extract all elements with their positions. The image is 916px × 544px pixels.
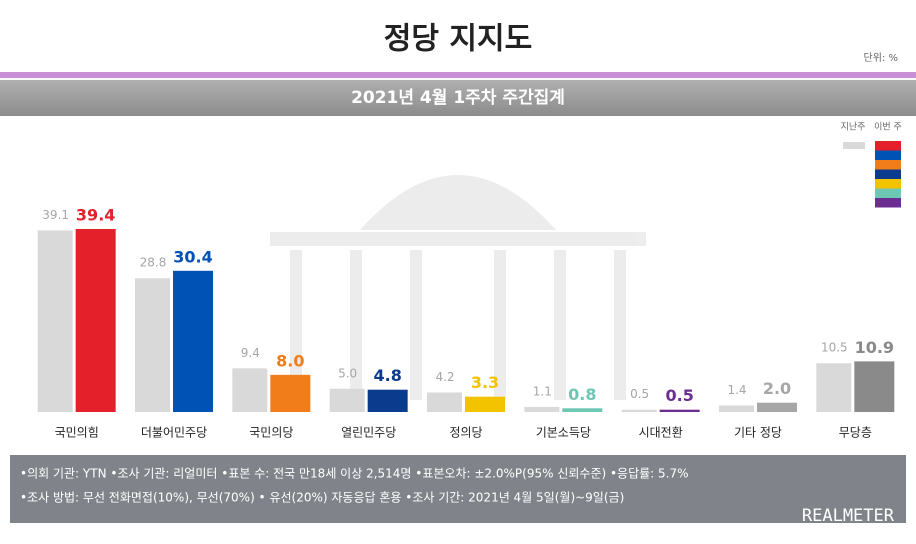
bar [37,230,73,412]
value-label: 39.4 [76,206,115,225]
value-label: 3.3 [471,373,499,392]
bar [135,278,170,412]
legend-label: 이번 주 [874,122,902,133]
bar [232,368,268,412]
value-label: 4.2 [435,370,454,384]
subtitle: 2021년 4월 1주차 주간집계 [351,88,565,108]
bar [75,229,116,412]
value-label: 1.1 [533,384,552,398]
accent-line [0,72,916,78]
value-label: 30.4 [173,247,212,266]
legend-label: 지난주 [841,122,866,133]
bar [659,409,700,412]
x-tick-label: 열린민주당 [341,426,396,440]
value-label: 8.0 [276,351,304,370]
x-tick-label: 기본소득당 [536,426,591,440]
value-label: 1.4 [727,383,746,397]
unit-label: 단위: % [864,51,898,64]
note: •조사 방법: 무선 전화면접(10%), 무선(70%) • 유선(20%) … [20,491,624,505]
x-tick-label: 정의당 [449,426,482,440]
x-tick-label: 시대전환 [639,426,683,440]
bar [367,389,408,412]
legend-swatch [875,150,901,160]
note: •의회 기관: YTN •조사 기관: 리얼미터 •표본 수: 전국 만18세 … [20,467,689,481]
bar [719,405,754,412]
bar [562,408,603,412]
value-label: 4.8 [373,366,401,385]
x-tick-label: 더불어민주당 [141,426,207,440]
bar [524,406,560,412]
value-label: 10.9 [855,338,894,357]
legend-swatch [875,188,901,198]
legend-swatch [875,198,901,208]
bar [816,363,852,412]
value-label: 2.0 [763,379,791,398]
legend-swatch [875,179,901,189]
x-tick-label: 국민의당 [249,426,293,440]
x-tick-label: 국민의힘 [55,426,99,440]
bar [757,402,797,412]
value-label: 0.5 [665,386,693,405]
bar [270,374,311,412]
source-logo: REALMETER [802,506,895,526]
subtitle-band [0,80,916,116]
legend-swatch [875,160,901,170]
x-tick-label: 기타 정당 [734,426,782,440]
value-label: 10.5 [821,341,848,355]
x-tick-label: 무당층 [839,426,872,440]
value-label: 28.8 [140,256,167,270]
legend-swatch [843,142,865,149]
notes-box [10,455,906,523]
bar [621,409,657,412]
value-label: 39.1 [42,208,69,222]
bar [329,388,365,412]
watermark [270,175,646,400]
value-label: 0.8 [568,385,596,404]
value-label: 5.0 [338,366,357,380]
value-label: 9.4 [241,346,260,360]
value-label: 0.5 [630,387,649,401]
legend-swatch [875,141,901,151]
bar [173,270,213,412]
bar [427,392,462,412]
chart-title: 정당 지지도 [384,22,532,57]
bar [465,396,505,412]
bar [854,361,895,412]
legend-swatch [875,169,901,179]
